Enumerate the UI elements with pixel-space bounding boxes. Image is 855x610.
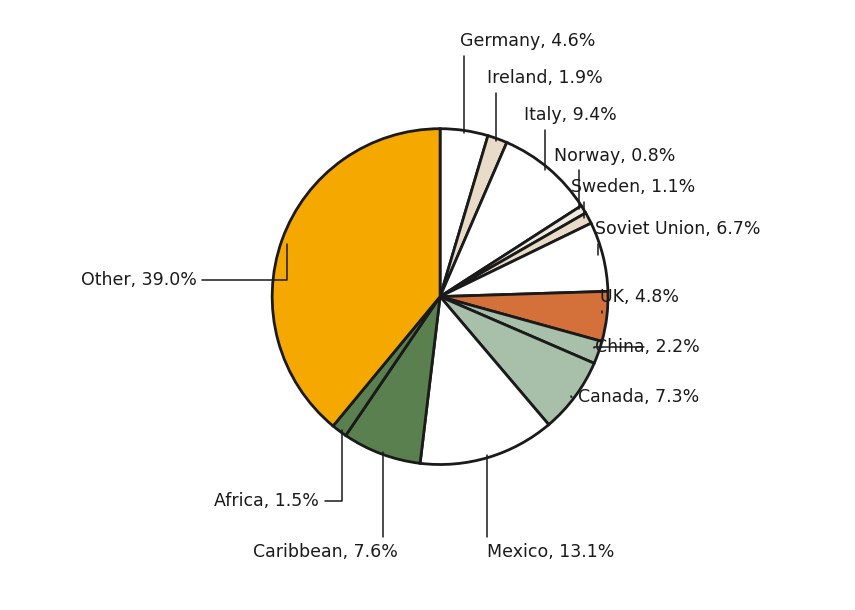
Text: Africa, 1.5%: Africa, 1.5% bbox=[215, 429, 342, 511]
Text: Other, 39.0%: Other, 39.0% bbox=[80, 244, 287, 289]
Wedge shape bbox=[420, 296, 549, 464]
Text: UK, 4.8%: UK, 4.8% bbox=[599, 287, 679, 313]
Wedge shape bbox=[440, 213, 591, 296]
Text: Canada, 7.3%: Canada, 7.3% bbox=[571, 389, 699, 406]
Wedge shape bbox=[440, 206, 586, 296]
Text: Germany, 4.6%: Germany, 4.6% bbox=[460, 32, 596, 132]
Text: Mexico, 13.1%: Mexico, 13.1% bbox=[487, 455, 615, 561]
Wedge shape bbox=[345, 296, 440, 464]
Text: Caribbean, 7.6%: Caribbean, 7.6% bbox=[253, 452, 398, 561]
Wedge shape bbox=[440, 296, 602, 364]
Text: Soviet Union, 6.7%: Soviet Union, 6.7% bbox=[594, 220, 760, 255]
Wedge shape bbox=[440, 129, 488, 296]
Text: Sweden, 1.1%: Sweden, 1.1% bbox=[571, 179, 695, 218]
Text: Ireland, 1.9%: Ireland, 1.9% bbox=[487, 70, 603, 141]
Text: Italy, 9.4%: Italy, 9.4% bbox=[524, 106, 616, 170]
Wedge shape bbox=[440, 223, 608, 296]
Wedge shape bbox=[440, 296, 594, 425]
Wedge shape bbox=[333, 296, 440, 436]
Wedge shape bbox=[440, 135, 507, 296]
Text: China, 2.2%: China, 2.2% bbox=[593, 338, 699, 356]
Wedge shape bbox=[440, 292, 608, 342]
Wedge shape bbox=[272, 129, 440, 426]
Text: Norway, 0.8%: Norway, 0.8% bbox=[554, 146, 675, 209]
Wedge shape bbox=[440, 143, 581, 296]
